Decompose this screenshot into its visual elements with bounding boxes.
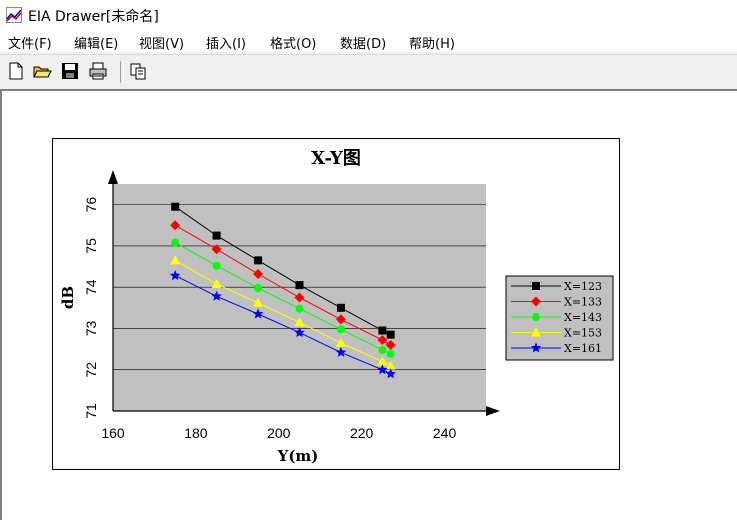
data-point: [211, 278, 222, 288]
legend-marker: [530, 342, 542, 353]
legend-marker: [531, 327, 541, 337]
x-tick-label: 240: [433, 425, 457, 441]
data-point: [294, 317, 305, 327]
y-tick-label: 76: [83, 197, 99, 213]
legend-marker: [531, 296, 541, 307]
menu-edit[interactable]: 编辑(E): [74, 37, 119, 52]
x-tick-label: 200: [267, 425, 291, 441]
new-file-button[interactable]: [6, 61, 26, 83]
data-point: [171, 202, 180, 211]
data-point: [171, 238, 180, 247]
data-point: [335, 337, 346, 347]
data-point: [386, 330, 395, 339]
data-point: [378, 326, 387, 335]
data-point: [378, 345, 387, 354]
y-tick-label: 74: [83, 279, 99, 295]
menu-file[interactable]: 文件(F): [8, 37, 52, 52]
chart-frame[interactable]: X-Y图 71 72 73 74 75 76 160 180 200 220 240 dB Y(m) X=1…: [52, 138, 620, 470]
legend-box: [505, 275, 614, 361]
data-point: [211, 290, 222, 301]
y-tick-label: 72: [83, 362, 99, 378]
y-axis-arrow: [108, 170, 118, 184]
data-point: [212, 261, 221, 270]
print-icon: [89, 62, 107, 80]
data-point: [294, 292, 305, 303]
menu-data[interactable]: 数据(D): [340, 37, 387, 52]
data-point: [254, 256, 263, 265]
menu-view[interactable]: 视图(V): [139, 37, 185, 52]
data-point: [385, 339, 396, 350]
y-tick-label: 73: [83, 320, 99, 336]
y-tick-label: 71: [83, 403, 99, 419]
window-title: EIA Drawer[未命名]: [28, 9, 159, 25]
new-file-icon: [9, 62, 23, 80]
copy-button[interactable]: [128, 61, 148, 83]
save-button[interactable]: [60, 61, 80, 83]
legend-label: X=161: [564, 342, 602, 355]
data-point: [253, 268, 264, 279]
data-point: [385, 360, 396, 370]
menu-bar: 文件(F) 编辑(E) 视图(V) 插入(I) 格式(O) 数据(D) 帮助(H…: [0, 30, 737, 52]
open-folder-icon: [33, 66, 52, 78]
data-point: [295, 281, 304, 290]
toolbar: [0, 54, 737, 89]
legend-label: X=143: [564, 311, 602, 324]
data-point: [295, 304, 304, 313]
data-point: [169, 270, 181, 281]
menu-format[interactable]: 格式(O): [270, 37, 317, 52]
data-point: [252, 308, 264, 319]
title-bar: EIA Drawer[未命名]: [0, 0, 737, 30]
menu-insert[interactable]: 插入(I): [206, 37, 246, 52]
data-point: [212, 231, 221, 240]
x-axis-title: Y(m): [277, 447, 319, 465]
chart-app-icon: [6, 7, 22, 23]
data-point: [336, 325, 345, 334]
data-point: [386, 350, 395, 359]
legend-label: X=153: [564, 327, 602, 340]
data-point: [335, 314, 346, 325]
legend-marker: [532, 282, 540, 290]
save-disk-icon: [62, 63, 78, 79]
legend-marker: [532, 313, 540, 321]
data-point: [377, 356, 388, 366]
print-button[interactable]: [88, 61, 108, 83]
open-button[interactable]: [32, 61, 52, 83]
data-point: [335, 346, 347, 357]
x-tick-label: 160: [101, 425, 125, 441]
data-point: [336, 303, 345, 312]
y-tick-label: 75: [83, 238, 99, 254]
data-point: [294, 327, 305, 337]
legend-label: X=123: [564, 280, 602, 293]
legend-label: X=133: [564, 296, 602, 309]
data-point: [211, 244, 222, 255]
data-point: [253, 297, 264, 307]
data-point: [170, 255, 181, 265]
x-tick-label: 220: [350, 425, 374, 441]
data-point: [385, 368, 396, 379]
x-axis-arrow: [486, 406, 500, 416]
data-point: [170, 220, 181, 231]
data-point: [377, 364, 388, 375]
xy-chart: X-Y图 71 72 73 74 75 76 160 180 200 220 240 dB Y(m) X=1…: [59, 148, 614, 465]
x-tick-label: 180: [184, 425, 208, 441]
data-point: [254, 284, 263, 293]
chart-title: X-Y图: [311, 148, 361, 169]
copy-icon: [130, 63, 146, 80]
data-point: [377, 335, 388, 346]
menu-help[interactable]: 帮助(H): [409, 37, 455, 52]
toolbar-separator: [120, 61, 124, 83]
y-axis-title: dB: [59, 286, 77, 309]
